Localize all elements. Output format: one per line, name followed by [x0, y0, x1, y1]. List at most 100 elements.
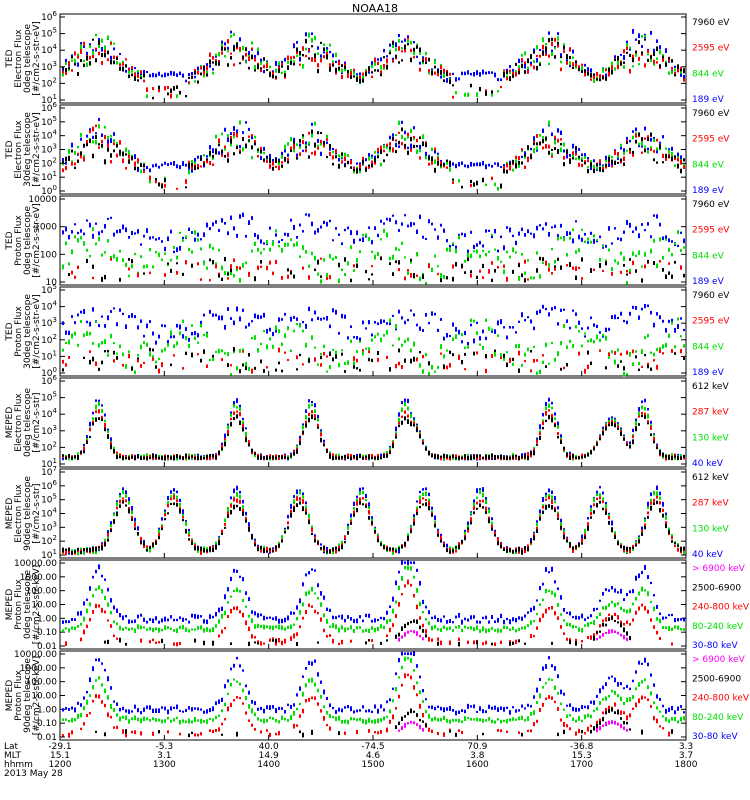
data-point [425, 502, 427, 507]
data-point [674, 352, 676, 355]
data-point [554, 147, 556, 151]
data-point [287, 327, 289, 331]
data-point [620, 431, 622, 437]
data-point [503, 264, 505, 268]
data-point [542, 44, 544, 50]
data-point [251, 368, 253, 374]
ytick-base: 10 [41, 443, 53, 453]
data-point [620, 588, 622, 594]
data-point [455, 549, 457, 553]
data-point [683, 273, 685, 278]
data-point [677, 317, 679, 321]
data-point [653, 214, 655, 217]
data-point [647, 304, 649, 308]
data-point [368, 166, 370, 169]
data-point [398, 585, 400, 591]
data-point [548, 571, 550, 574]
data-point [392, 596, 394, 602]
data-point [620, 237, 622, 242]
data-point [338, 61, 340, 66]
data-point [647, 501, 649, 507]
data-point [161, 525, 163, 531]
data-point [554, 423, 556, 428]
data-point [551, 499, 553, 505]
data-point [590, 160, 592, 163]
data-point [110, 59, 112, 65]
data-point [203, 628, 205, 633]
data-point [278, 618, 280, 624]
data-point [311, 251, 313, 256]
data-point [221, 444, 223, 449]
data-point [407, 535, 409, 541]
data-point [194, 165, 196, 171]
data-point [620, 159, 622, 164]
data-point [563, 534, 565, 540]
data-point [611, 156, 613, 159]
data-point [605, 261, 607, 266]
data-point [341, 242, 343, 246]
data-point [218, 141, 220, 146]
data-point [137, 73, 139, 78]
data-point [362, 456, 364, 460]
data-point [641, 570, 643, 575]
data-point [407, 398, 409, 404]
data-point [590, 338, 592, 343]
data-point [269, 247, 271, 252]
data-point [398, 545, 400, 549]
data-point [308, 513, 310, 519]
data-point [125, 456, 127, 460]
data-point [602, 244, 604, 248]
data-point [284, 149, 286, 153]
data-point [194, 230, 196, 235]
data-point [104, 53, 106, 58]
data-point [320, 58, 322, 63]
data-point [560, 53, 562, 58]
data-point [509, 628, 511, 631]
data-point [284, 157, 286, 162]
data-point [368, 237, 370, 242]
data-point [596, 168, 598, 171]
data-point [446, 627, 448, 631]
data-point [671, 146, 673, 151]
data-point [470, 230, 472, 234]
data-point [611, 242, 613, 245]
data-point [644, 38, 646, 41]
data-point [236, 398, 238, 404]
data-point [452, 72, 454, 76]
data-point [353, 513, 355, 517]
data-point [194, 158, 196, 163]
data-point [539, 256, 541, 261]
data-point [86, 248, 88, 252]
data-point [437, 155, 439, 158]
data-point [374, 456, 376, 460]
data-point [602, 68, 604, 73]
data-point [554, 47, 556, 50]
data-point [248, 597, 250, 602]
data-point [203, 456, 205, 460]
data-point [80, 622, 82, 626]
data-point [518, 455, 520, 461]
data-point [128, 353, 130, 359]
data-point [458, 624, 460, 629]
data-point [239, 37, 241, 42]
data-point [488, 508, 490, 514]
panel-ytick-label: 0.10 [37, 628, 57, 638]
data-point [461, 232, 463, 236]
data-point [614, 419, 616, 424]
data-point [404, 143, 406, 148]
data-point [227, 423, 229, 426]
data-point [74, 223, 76, 226]
data-point [98, 564, 100, 570]
data-point [242, 262, 244, 268]
data-point [371, 453, 373, 459]
data-point [617, 161, 619, 164]
data-point [386, 453, 388, 458]
data-point [338, 453, 340, 458]
data-point [485, 628, 487, 634]
data-point [296, 241, 298, 247]
data-point [125, 227, 127, 233]
data-point [662, 344, 664, 349]
data-point [620, 146, 622, 150]
data-point [332, 456, 334, 461]
data-point [215, 220, 217, 224]
